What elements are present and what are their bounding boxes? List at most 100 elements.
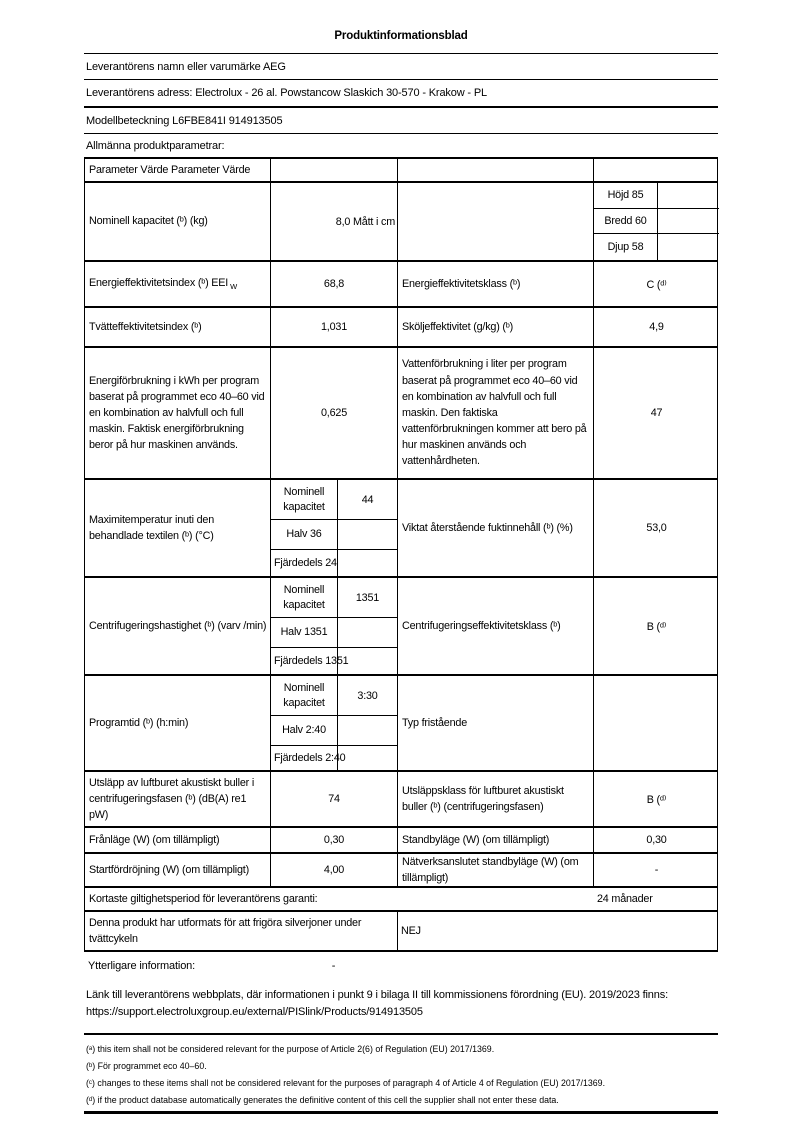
dimension-row: Höjd 85: [594, 183, 719, 209]
footnotes: (ᵃ) this item shall not be considered re…: [84, 1041, 718, 1109]
table-header-row: Parameter Värde Parameter Värde: [85, 159, 717, 183]
noise-class-value: B (ᵈ⁾: [646, 793, 667, 806]
spin-class-value: B (ᵈ⁾: [646, 620, 667, 633]
dimension-row: Djup 58: [594, 234, 719, 260]
standby-label: Standbyläge (W) (om tillämpligt): [398, 828, 594, 852]
noise-class-label: Utsläppsklass för luftburet akustiskt bu…: [398, 772, 594, 826]
dimensions-grid: Höjd 85 Bredd 60 Djup 58: [594, 183, 719, 260]
page-title: Produktinformationsblad: [334, 30, 468, 42]
subtable-row: Halv 1351: [271, 618, 397, 648]
spin-speed-row: Centrifugeringshastighet (ᵇ) (varv /min)…: [85, 578, 717, 676]
subtable-row: Nominell kapacitet 1351: [271, 578, 397, 618]
additional-information-row: Ytterligare information: -: [84, 952, 718, 980]
nominal-capacity-subheader: Nominell kapacitet: [271, 480, 338, 519]
dimensions-cell: Höjd 85 Bredd 60 Djup 58: [594, 183, 719, 260]
footnote-d: (ᵈ) if the product database automaticall…: [86, 1095, 559, 1105]
additional-information-value: -: [331, 960, 336, 972]
empty-cell: [594, 676, 719, 770]
product-information-sheet: Produktinformationsblad Leverantörens na…: [84, 0, 719, 1114]
empty-cell: [338, 618, 397, 647]
dimension-width: Bredd 60: [594, 208, 658, 234]
nominal-capacity-subheader: Nominell kapacitet: [271, 676, 338, 715]
duration-quarter-value: Fjärdedels 2:40: [271, 746, 346, 770]
off-mode-value: 0,30: [271, 828, 398, 852]
networked-standby-value: -: [654, 864, 659, 876]
programme-duration-label: Programtid (ᵇ) (h:min): [85, 676, 271, 770]
dimension-row: Bredd 60: [594, 208, 719, 235]
water-consumption-label: Vattenförbrukning i liter per program ba…: [398, 348, 594, 478]
wash-index-row: Tvätteffektivitetsindex (ᵇ) 1,031 Skölje…: [85, 308, 717, 348]
footnote-b: (ᵇ) För programmet eco 40–60.: [86, 1061, 207, 1071]
subtable-row: Fjärdedels 24: [271, 550, 397, 576]
model-designation-text: Modellbeteckning L6FBE841I 914913505: [86, 114, 283, 127]
noise-row: Utsläpp av luftburet akustiskt buller i …: [85, 772, 717, 828]
subtable-row: Fjärdedels 2:40: [271, 746, 397, 770]
energy-class-label: Energieffektivitetsklass (ᵇ): [398, 262, 594, 306]
spin-class-label: Centrifugeringseffektivitetsklass (ᵇ): [398, 578, 594, 674]
empty-cell: [338, 716, 397, 745]
parameters-table: Parameter Värde Parameter Värde Nominell…: [84, 157, 719, 952]
empty-cell: [271, 159, 398, 181]
empty-cell: [594, 159, 719, 181]
silver-ions-value: NEJ: [401, 925, 421, 937]
empty-cell: [658, 234, 719, 260]
temp-half-value: Halv 36: [271, 520, 338, 549]
residual-moisture-label: Viktat återstående fuktinnehåll (ᵇ) (%): [398, 480, 594, 576]
spin-speed-label: Centrifugeringshastighet (ᵇ) (varv /min): [85, 578, 271, 674]
empty-cell: [338, 520, 397, 549]
energy-index-value: 68,8: [271, 262, 398, 306]
supplier-name-row: Leverantörens namn eller varumärke AEG: [84, 54, 718, 80]
wash-index-value: 1,031: [271, 308, 398, 346]
type-label: Typ fristående: [398, 676, 594, 770]
model-designation-row: Modellbeteckning L6FBE841I 914913505: [84, 108, 718, 134]
energy-class-value: C (ᵈ⁾: [646, 278, 667, 291]
delay-start-row: Startfördröjning (W) (om tillämpligt) 4,…: [85, 854, 717, 888]
guarantee-row: Kortaste giltighetsperiod för leverantör…: [85, 888, 717, 912]
rinse-effectiveness-value: 4,9: [649, 321, 664, 333]
divider: [84, 1111, 718, 1114]
empty-cell: [338, 648, 397, 674]
supplier-address-text: Leverantörens adress: Electrolux - 26 al…: [86, 87, 488, 99]
spin-quarter-value: Fjärdedels 1351: [271, 648, 349, 674]
empty-cell: [658, 209, 719, 234]
guarantee-label: Kortaste giltighetsperiod för leverantör…: [89, 892, 318, 905]
consumption-row: Energiförbrukning i kWh per program base…: [85, 348, 717, 480]
supplier-link-url[interactable]: https://support.electroluxgroup.eu/exter…: [86, 1005, 423, 1018]
energy-consumption-value: 0,625: [271, 348, 398, 478]
spin-speed-subtable: Nominell kapacitet 1351 Halv 1351 Fjärde…: [271, 578, 398, 674]
spin-half-value: Halv 1351: [271, 618, 338, 647]
off-mode-label: Frånläge (W) (om tillämpligt): [85, 828, 271, 852]
supplier-name-text: Leverantörens namn eller varumärke AEG: [86, 60, 286, 73]
silver-ions-row: Denna produkt har utformats för att frig…: [85, 912, 717, 950]
footnote-a: (ᵃ) this item shall not be considered re…: [86, 1044, 495, 1054]
duration-nominal-value: 3:30: [357, 689, 378, 702]
divider: [84, 1033, 718, 1035]
delay-start-label: Startfördröjning (W) (om tillämpligt): [85, 854, 271, 886]
silver-ions-label: Denna produkt har utformats för att frig…: [85, 912, 398, 950]
subtable-row: Nominell kapacitet 3:30: [271, 676, 397, 716]
nominal-capacity-value: 8,0 Mått i cm: [271, 183, 398, 260]
off-mode-row: Frånläge (W) (om tillämpligt) 0,30 Stand…: [85, 828, 717, 854]
water-consumption-value: 47: [650, 407, 663, 419]
noise-value: 74: [271, 772, 398, 826]
standby-value: 0,30: [646, 834, 667, 846]
networked-standby-label: Nätverksanslutet standbyläge (W) (om til…: [398, 854, 594, 886]
additional-information-label: Ytterligare information:: [88, 960, 196, 972]
residual-moisture-value: 53,0: [646, 522, 667, 534]
noise-label: Utsläpp av luftburet akustiskt buller i …: [85, 772, 271, 826]
subtable-row: Nominell kapacitet 44: [271, 480, 397, 520]
rinse-effectiveness-label: Sköljeffektivitet (g/kg) (ᵇ): [398, 308, 594, 346]
supplier-link-block: Länk till leverantörens webbplats, där i…: [84, 987, 718, 1020]
wash-index-label: Tvätteffektivitetsindex (ᵇ): [85, 308, 271, 346]
programme-duration-subtable: Nominell kapacitet 3:30 Halv 2:40 Fjärde…: [271, 676, 398, 770]
dimension-height: Höjd 85: [594, 183, 658, 208]
temp-quarter-value: Fjärdedels 24: [271, 550, 338, 576]
general-parameters-heading: Allmänna produktparametrar:: [86, 139, 225, 152]
empty-cell: [338, 746, 397, 770]
empty-cell: [398, 183, 594, 260]
duration-half-value: Halv 2:40: [271, 716, 338, 745]
energy-index-label-text: Energieffektivitetsindex (ᵇ) EEI: [89, 277, 229, 290]
nominal-capacity-subheader: Nominell kapacitet: [271, 578, 338, 617]
divider: [84, 53, 718, 54]
empty-cell: [658, 183, 719, 208]
